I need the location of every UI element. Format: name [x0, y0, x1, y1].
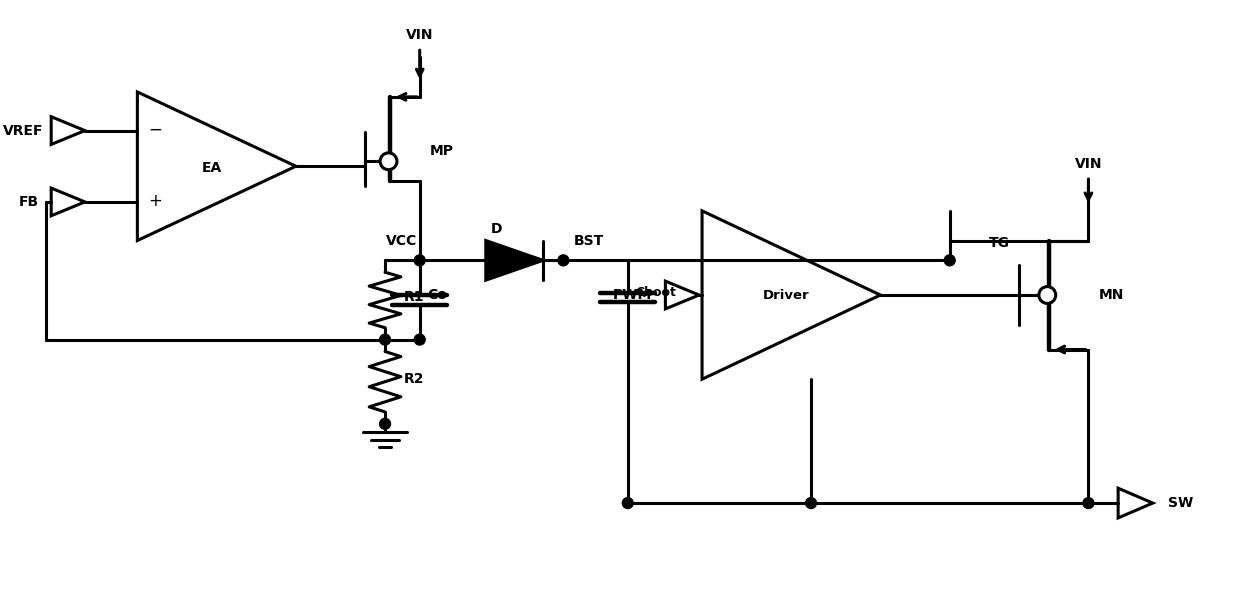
Circle shape	[414, 334, 425, 345]
Text: MN: MN	[1099, 288, 1123, 302]
Text: VIN: VIN	[405, 29, 434, 42]
Text: TG: TG	[988, 236, 1009, 250]
Text: VREF: VREF	[4, 124, 43, 137]
Text: VCC: VCC	[386, 234, 417, 249]
Text: +: +	[149, 192, 162, 210]
Polygon shape	[486, 240, 543, 280]
Text: EA: EA	[202, 161, 222, 175]
Circle shape	[945, 255, 955, 266]
Circle shape	[622, 497, 634, 509]
Text: PWM: PWM	[613, 288, 652, 302]
Circle shape	[806, 497, 816, 509]
Text: SW: SW	[1168, 496, 1193, 510]
Circle shape	[558, 255, 569, 266]
Text: MP: MP	[429, 145, 454, 158]
Text: −: −	[149, 121, 162, 139]
Text: R2: R2	[404, 372, 424, 386]
Text: Driver: Driver	[763, 289, 810, 302]
Text: FB: FB	[19, 195, 38, 209]
Circle shape	[381, 153, 397, 170]
Circle shape	[414, 255, 425, 266]
Circle shape	[1083, 497, 1094, 509]
Circle shape	[1039, 287, 1055, 303]
Circle shape	[379, 334, 391, 345]
Text: BST: BST	[573, 234, 604, 249]
Circle shape	[379, 418, 391, 429]
Text: Cboot: Cboot	[636, 286, 677, 299]
Text: Co: Co	[428, 288, 448, 302]
Text: VIN: VIN	[1075, 157, 1102, 171]
Text: D: D	[491, 221, 502, 236]
Text: R1: R1	[404, 290, 424, 304]
